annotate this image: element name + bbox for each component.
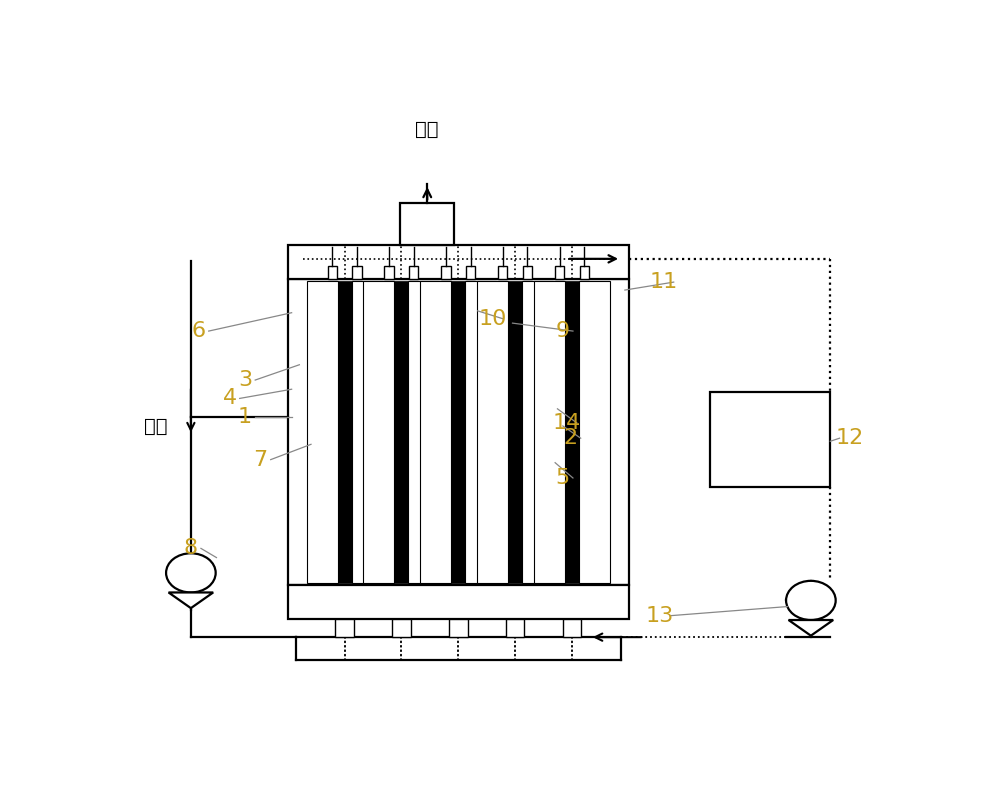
Bar — [420, 281, 451, 584]
Bar — [508, 281, 522, 584]
Bar — [579, 281, 610, 584]
Bar — [408, 281, 439, 584]
Bar — [465, 281, 496, 584]
Bar — [338, 281, 352, 584]
Text: 2: 2 — [564, 429, 578, 448]
Bar — [555, 266, 564, 279]
Text: 13: 13 — [646, 606, 674, 626]
Bar — [352, 266, 362, 279]
Bar — [523, 266, 532, 279]
Bar — [451, 281, 465, 584]
Polygon shape — [789, 620, 833, 636]
Bar — [335, 619, 354, 637]
Bar — [449, 619, 468, 637]
Text: 进水: 进水 — [144, 417, 168, 436]
Bar — [307, 281, 338, 584]
Text: 14: 14 — [553, 413, 581, 433]
Bar — [363, 281, 394, 584]
Text: 8: 8 — [184, 538, 198, 558]
Bar — [506, 619, 524, 637]
Bar — [565, 281, 579, 584]
Text: 10: 10 — [479, 308, 507, 329]
Bar — [288, 585, 629, 619]
Bar — [466, 266, 475, 279]
Text: 1: 1 — [238, 407, 252, 427]
Bar — [328, 266, 337, 279]
Bar — [522, 281, 553, 584]
Bar — [352, 281, 383, 584]
Bar — [441, 266, 450, 279]
Circle shape — [786, 581, 836, 620]
Bar — [400, 203, 454, 246]
Bar — [498, 266, 507, 279]
Bar — [409, 266, 418, 279]
Bar — [710, 392, 830, 487]
Text: 12: 12 — [836, 429, 864, 448]
Text: 9: 9 — [556, 321, 570, 341]
Bar — [288, 246, 629, 279]
Bar — [384, 266, 394, 279]
Bar — [288, 279, 629, 585]
Bar — [392, 619, 411, 637]
Bar — [534, 281, 565, 584]
Bar — [563, 619, 581, 637]
Bar — [477, 281, 508, 584]
Text: 11: 11 — [650, 272, 678, 292]
Text: 4: 4 — [223, 389, 237, 409]
Circle shape — [166, 553, 216, 592]
Bar — [394, 281, 408, 584]
Text: 7: 7 — [254, 450, 268, 470]
Polygon shape — [169, 592, 213, 608]
Bar — [580, 266, 589, 279]
Text: 5: 5 — [556, 468, 570, 488]
Text: 6: 6 — [192, 321, 206, 341]
Text: 出水: 出水 — [416, 119, 439, 138]
Text: 3: 3 — [238, 370, 252, 390]
